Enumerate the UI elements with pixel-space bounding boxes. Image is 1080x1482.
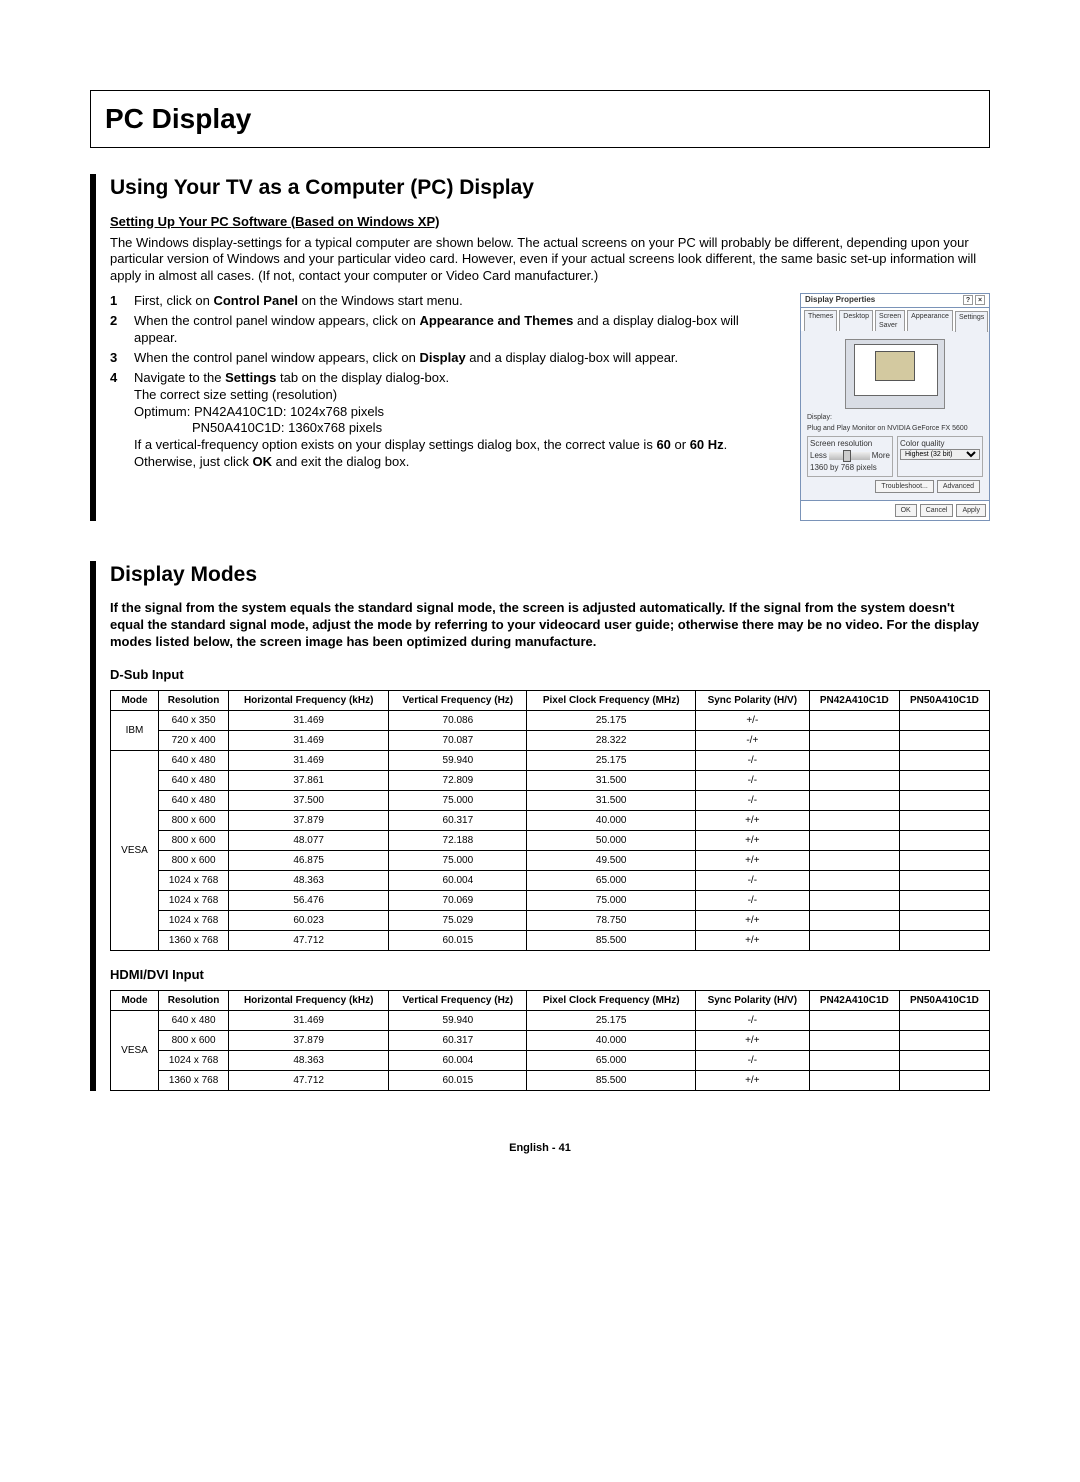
table-header: Vertical Frequency (Hz) [389, 690, 527, 710]
table-header: Mode [111, 990, 159, 1010]
table-row: VESA640 x 48031.46959.94025.175-/- [111, 1010, 990, 1030]
section-display-modes: Display Modes If the signal from the sys… [90, 561, 990, 1091]
table-header: PN50A410C1D [899, 690, 989, 710]
step-1: 1 First, click on Control Panel on the W… [110, 293, 784, 310]
dialog-title: Display Properties [805, 295, 875, 305]
table-header: PN50A410C1D [899, 990, 989, 1010]
table-header: Sync Polarity (H/V) [695, 690, 809, 710]
troubleshoot-button[interactable]: Troubleshoot... [875, 480, 933, 493]
table-row: 800 x 60037.87960.31740.000+/+ [111, 1030, 990, 1050]
apply-button[interactable]: Apply [956, 504, 986, 517]
color-quality-select[interactable]: Highest (32 bit) [900, 449, 980, 460]
tab-themes[interactable]: Themes [804, 310, 837, 331]
dialog-tabs: Themes Desktop Screen Saver Appearance S… [801, 308, 989, 331]
table-header: Pixel Clock Frequency (MHz) [527, 990, 695, 1010]
table-header: PN42A410C1D [809, 990, 899, 1010]
table-row: 1024 x 76848.36360.00465.000-/- [111, 1050, 990, 1070]
table-row: 640 x 48037.86172.80931.500-/- [111, 770, 990, 790]
table-row: 720 x 40031.46970.08728.322-/+ [111, 730, 990, 750]
table-row: 1024 x 76848.36360.00465.000-/- [111, 870, 990, 890]
table-row: 800 x 60037.87960.31740.000+/+ [111, 810, 990, 830]
table-header: Resolution [159, 990, 229, 1010]
cancel-button[interactable]: Cancel [920, 504, 954, 517]
tab-desktop[interactable]: Desktop [839, 310, 873, 331]
table-row: 1360 x 76847.71260.01585.500+/+ [111, 1070, 990, 1090]
page-title: PC Display [105, 101, 975, 137]
page-title-box: PC Display [90, 90, 990, 148]
tab-settings[interactable]: Settings [955, 311, 988, 332]
table-header: Horizontal Frequency (kHz) [229, 690, 389, 710]
hdmi-table: ModeResolutionHorizontal Frequency (kHz)… [110, 990, 990, 1091]
table-header: Sync Polarity (H/V) [695, 990, 809, 1010]
section2-note: If the signal from the system equals the… [110, 600, 990, 651]
table-row: 640 x 48037.50075.00031.500-/- [111, 790, 990, 810]
table-row: 1360 x 76847.71260.01585.500+/+ [111, 930, 990, 950]
advanced-button[interactable]: Advanced [937, 480, 980, 493]
table-row: 800 x 60046.87575.00049.500+/+ [111, 850, 990, 870]
tab-appearance[interactable]: Appearance [907, 310, 953, 331]
dsub-table: ModeResolutionHorizontal Frequency (kHz)… [110, 690, 990, 951]
table-header: Mode [111, 690, 159, 710]
resolution-slider[interactable] [829, 452, 870, 460]
step-3: 3 When the control panel window appears,… [110, 350, 784, 367]
table-row: IBM640 x 35031.46970.08625.175+/- [111, 710, 990, 730]
table-row: VESA640 x 48031.46959.94025.175-/- [111, 750, 990, 770]
page-footer: English - 41 [90, 1141, 990, 1155]
help-icon[interactable]: ? [963, 295, 973, 305]
monitor-preview [845, 339, 945, 409]
step-2: 2 When the control panel window appears,… [110, 313, 784, 347]
section-using-tv: Using Your TV as a Computer (PC) Display… [90, 174, 990, 521]
tab-screensaver[interactable]: Screen Saver [875, 310, 905, 331]
section1-intro: The Windows display-settings for a typic… [110, 235, 990, 286]
step-4: 4 Navigate to the Settings tab on the di… [110, 370, 784, 471]
ok-button[interactable]: OK [895, 504, 917, 517]
table-row: 800 x 60048.07772.18850.000+/+ [111, 830, 990, 850]
display-properties-dialog: Display Properties ?× Themes Desktop Scr… [800, 293, 990, 521]
table-header: Resolution [159, 690, 229, 710]
section2-heading: Display Modes [110, 561, 990, 588]
dsub-label: D-Sub Input [110, 667, 990, 684]
section1-subhead: Setting Up Your PC Software (Based on Wi… [110, 214, 990, 231]
screen-resolution-group: Screen resolution Less More 1360 by 768 … [807, 436, 893, 477]
color-quality-group: Color quality Highest (32 bit) [897, 436, 983, 477]
hdmi-label: HDMI/DVI Input [110, 967, 990, 984]
section1-heading: Using Your TV as a Computer (PC) Display [110, 174, 990, 201]
close-icon[interactable]: × [975, 295, 985, 305]
table-header: Vertical Frequency (Hz) [389, 990, 527, 1010]
table-row: 1024 x 76856.47670.06975.000-/- [111, 890, 990, 910]
table-header: Horizontal Frequency (kHz) [229, 990, 389, 1010]
table-header: Pixel Clock Frequency (MHz) [527, 690, 695, 710]
table-header: PN42A410C1D [809, 690, 899, 710]
table-row: 1024 x 76860.02375.02978.750+/+ [111, 910, 990, 930]
